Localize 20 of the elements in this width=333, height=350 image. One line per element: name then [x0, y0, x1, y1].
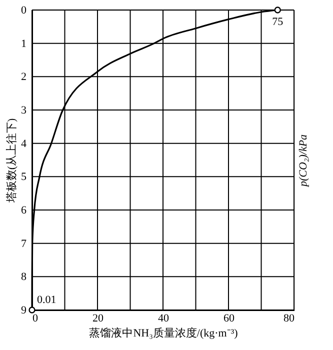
y-tick-label: 9: [21, 304, 27, 316]
y-tick-label: 0: [21, 4, 27, 16]
y-tick-label: 5: [21, 171, 27, 184]
x-tick-label: 80: [284, 312, 295, 324]
x-tick-label: 20: [92, 312, 104, 324]
y-tick-label: 6: [21, 204, 27, 216]
y-axis-title: 塔板数(从上往下): [5, 118, 18, 204]
x-tick-label: 40: [158, 312, 170, 324]
y-tick-label: 3: [21, 104, 27, 116]
y-tick-label: 7: [21, 238, 27, 250]
y2-axis-title: p(CO₂)/kPa: [298, 134, 310, 188]
x-axis-title: 蒸馏液中NH₃质量浓度/(kg·m⁻³): [89, 326, 238, 340]
annotation: 0.01: [37, 294, 56, 306]
y-tick-label: 1: [21, 38, 26, 50]
x-tick-label: 60: [224, 312, 235, 324]
y-tick-label: 2: [21, 71, 26, 84]
y-tick-label: 4: [21, 138, 27, 150]
x-tick-label: 0: [32, 312, 38, 324]
y-tick-label: 8: [21, 271, 27, 284]
annotation: 75: [272, 16, 284, 28]
